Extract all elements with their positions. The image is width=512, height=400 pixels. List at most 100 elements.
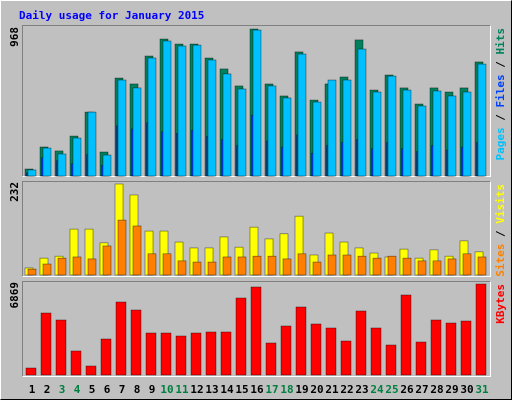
bar [327,79,337,177]
bar [462,91,472,177]
bar [267,255,277,276]
x-tick-label: 9 [149,383,156,396]
bar [192,44,202,177]
x-tick-label: 29 [445,383,458,396]
bar [432,90,442,177]
bar [42,263,52,276]
bar [222,256,232,276]
x-tick-label: 19 [295,383,308,396]
bar [147,253,157,276]
bar [175,335,187,376]
bar [27,169,37,177]
x-tick-label: 8 [134,383,141,396]
bar [267,85,277,177]
bar [220,331,232,376]
bar [42,147,52,177]
x-tick-label: 15 [235,383,248,396]
legend-entry: Visits [494,184,507,224]
bar [357,255,367,276]
x-tick-label: 6 [104,383,111,396]
bar [280,325,292,376]
bar [475,283,487,376]
bar [117,79,127,177]
panel-edge-dark [22,25,491,177]
panel-edge-light [22,25,491,177]
bar [237,256,247,276]
bar [132,87,142,177]
bar [117,219,127,276]
y-tick-label: 232 [8,182,21,202]
bar [447,258,457,276]
bar [147,57,157,177]
x-tick-label: 16 [250,383,264,396]
bar [40,312,52,376]
bar [402,257,412,276]
bar [282,258,292,276]
bar [145,332,157,376]
x-tick-label: 13 [205,383,218,396]
bar [385,344,397,376]
bar [460,320,472,376]
bar [130,309,142,376]
legend-entry: Files [494,74,507,107]
bar [252,255,262,276]
panel-edge-light [22,281,491,377]
legend-entry: Pages [494,127,507,160]
bar [295,306,307,376]
x-tick-label: 4 [74,383,81,396]
x-tick-label: 23 [355,383,368,396]
y-tick-label: 6869 [8,282,21,309]
bar [162,253,172,276]
legend-entry: Sites [494,244,507,277]
bar [177,45,187,177]
bar [160,332,172,376]
bar [477,63,487,177]
x-tick-label: 10 [160,383,173,396]
x-tick-label: 26 [400,383,414,396]
x-tick-label: 17 [265,383,278,396]
bar [162,40,172,177]
bar [417,260,427,276]
bar [100,338,112,376]
x-tick-label: 31 [475,383,489,396]
bar [237,88,247,177]
bar [27,268,37,276]
x-tick-label: 5 [89,383,96,396]
x-tick-label: 14 [220,383,234,396]
bar [430,319,442,376]
bar [387,75,397,177]
bar [297,253,307,276]
bar [312,261,322,276]
bar [357,48,367,177]
bar [447,95,457,177]
bar [265,342,277,376]
legend: KBytes [494,284,507,324]
x-tick-label: 2 [44,383,51,396]
x-tick-label: 24 [370,383,384,396]
panel-edge-dark [22,181,491,277]
legend-separator: / [494,55,507,75]
bar [57,153,67,177]
panel-edge-light [22,181,491,277]
x-tick-label: 1 [29,383,36,396]
bar [205,331,217,376]
bar [325,327,337,376]
x-tick-label: 11 [175,383,189,396]
x-tick-label: 28 [430,383,443,396]
x-tick-label: 25 [385,383,398,396]
bar [372,257,382,276]
bar [235,297,247,376]
bar [132,225,142,276]
bar [102,154,112,177]
chart-title: Daily usage for January 2015 [19,9,204,22]
bar [372,91,382,177]
bar [207,59,217,177]
bar [190,332,202,376]
bar [297,53,307,177]
bar [192,261,202,276]
x-tick-label: 20 [310,383,323,396]
bar [72,256,82,276]
legend: Sites / Visits [494,184,507,277]
